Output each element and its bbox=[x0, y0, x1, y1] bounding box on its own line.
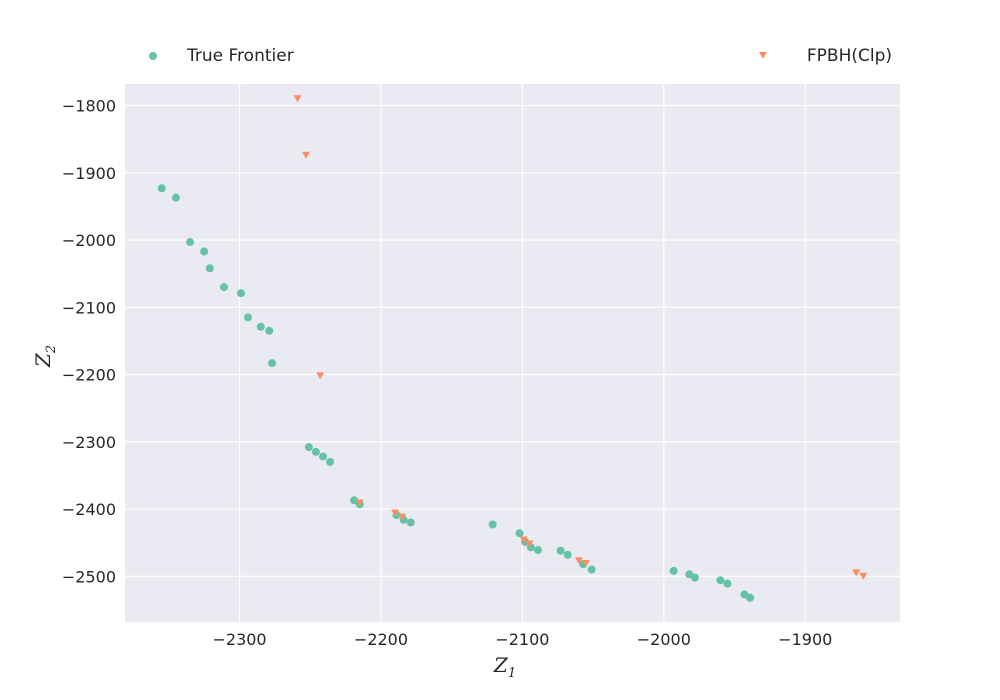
fpbh-point bbox=[316, 372, 325, 380]
y-tick-label: −2500 bbox=[62, 567, 116, 586]
data-points bbox=[157, 95, 868, 602]
true-frontier-point bbox=[350, 496, 359, 505]
x-tick-label: −2300 bbox=[212, 630, 266, 649]
legend-label-fpbh: FPBH(Clp) bbox=[807, 46, 892, 66]
y-tick-labels: −1800 −1900 −2000 −2100 −2200 −2300 −2400 −2500 bbox=[62, 97, 116, 587]
fpbh-point bbox=[852, 569, 861, 577]
fpbh-point bbox=[582, 559, 591, 567]
true-frontier-point bbox=[746, 593, 755, 602]
true-frontier-point bbox=[236, 289, 245, 298]
true-frontier-point bbox=[716, 576, 725, 585]
true-frontier-point bbox=[318, 452, 327, 461]
true-frontier-point bbox=[171, 193, 180, 202]
legend-label-true-frontier: True Frontier bbox=[186, 46, 294, 66]
y-tick-label: −2300 bbox=[62, 433, 116, 452]
series-fpbh-clp bbox=[293, 95, 868, 580]
true-frontier-point bbox=[563, 550, 572, 559]
true-frontier-point bbox=[311, 447, 320, 456]
fpbh-point bbox=[391, 509, 400, 517]
true-frontier-point bbox=[669, 566, 678, 575]
true-frontier-point bbox=[304, 443, 313, 452]
true-frontier-point bbox=[515, 529, 524, 538]
x-axis-label: Z1 bbox=[493, 653, 516, 681]
x-tick-label: −2200 bbox=[354, 630, 408, 649]
y-tick-label: −2100 bbox=[62, 298, 116, 317]
true-frontier-point bbox=[326, 457, 335, 466]
fpbh-point bbox=[302, 151, 311, 159]
x-tick-label: −1900 bbox=[778, 630, 832, 649]
true-frontier-point bbox=[268, 359, 277, 368]
true-frontier-point bbox=[690, 573, 699, 582]
fpbh-point bbox=[525, 540, 534, 548]
fpbh-point bbox=[859, 572, 868, 580]
true-frontier-point bbox=[723, 579, 732, 588]
y-tick-label: −1900 bbox=[62, 164, 116, 183]
plot-area bbox=[125, 84, 900, 622]
true-frontier-point bbox=[157, 184, 166, 193]
x-tick-labels: −2300 −2200 −2100 −2000 −1900 bbox=[212, 630, 832, 649]
fpbh-point bbox=[519, 536, 528, 544]
y-tick-label: −2400 bbox=[62, 500, 116, 519]
series-true-frontier bbox=[157, 184, 755, 602]
true-frontier-point bbox=[186, 238, 195, 247]
true-frontier-point bbox=[488, 520, 497, 529]
y-tick-label: −2000 bbox=[62, 231, 116, 250]
true-frontier-point bbox=[587, 565, 596, 574]
fpbh-point bbox=[574, 557, 583, 565]
true-frontier-point bbox=[256, 322, 265, 331]
fpbh-point bbox=[398, 513, 407, 521]
true-frontier-point bbox=[205, 264, 214, 273]
y-tick-label: −1800 bbox=[62, 97, 116, 116]
true-frontier-point bbox=[219, 283, 228, 292]
legend: True Frontier FPBH(Clp) bbox=[149, 46, 892, 66]
true-frontier-point bbox=[200, 247, 209, 256]
true-frontier-point bbox=[244, 313, 253, 322]
true-frontier-point bbox=[556, 546, 565, 555]
x-tick-label: −2000 bbox=[637, 630, 691, 649]
grid bbox=[125, 84, 900, 622]
true-frontier-point bbox=[406, 518, 415, 527]
true-frontier-point bbox=[533, 546, 542, 555]
y-axis-label: Z2 bbox=[31, 345, 59, 368]
x-tick-label: −2100 bbox=[495, 630, 549, 649]
true-frontier-point bbox=[265, 326, 274, 335]
y-tick-label: −2200 bbox=[62, 366, 116, 385]
legend-marker-fpbh bbox=[759, 52, 767, 59]
fpbh-point bbox=[355, 499, 364, 507]
fpbh-point bbox=[293, 95, 302, 103]
legend-marker-true-frontier bbox=[149, 52, 157, 60]
